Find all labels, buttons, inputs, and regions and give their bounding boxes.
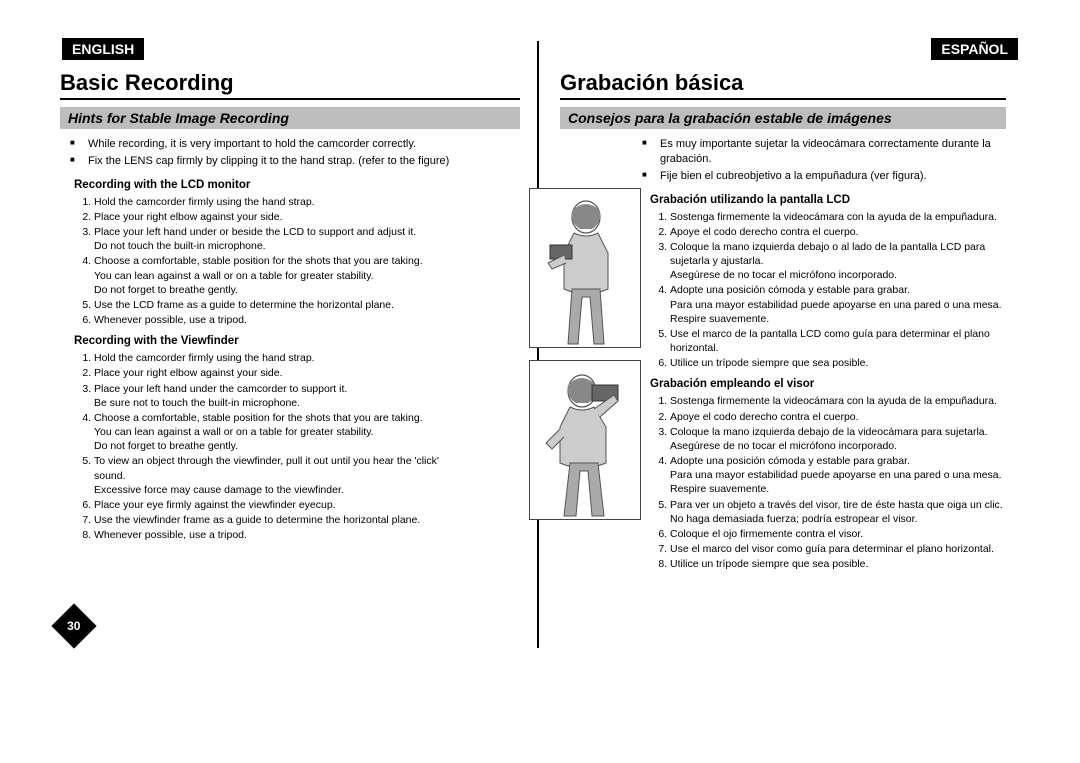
step-item: Coloque la mano izquierda debajo de la v…	[670, 425, 1012, 453]
step-item: Place your left hand under or beside the…	[94, 225, 450, 253]
bullet-item: Es muy importante sujetar la videocámara…	[660, 137, 1016, 167]
column-english: ENGLISH Basic Recording Hints for Stable…	[60, 38, 540, 718]
lang-badge-en: ENGLISH	[62, 38, 144, 60]
section-head-vf-en: Recording with the Viewfinder	[74, 335, 534, 347]
bullet-item: Fije bien el cubreobjetivo a la empuñadu…	[660, 169, 1016, 184]
step-item: Coloque el ojo firmemente contra el viso…	[670, 527, 1012, 541]
step-item: Adopte una posición cómoda y estable par…	[670, 454, 1012, 497]
bullet-item: Fix the LENS cap firmly by clipping it t…	[88, 154, 530, 169]
step-item: Sostenga firmemente la videocámara con l…	[670, 394, 1012, 408]
step-item: Hold the camcorder firmly using the hand…	[94, 195, 450, 209]
step-item: Choose a comfortable, stable position fo…	[94, 254, 450, 297]
step-item: Whenever possible, use a tripod.	[94, 528, 464, 542]
step-item: Use the LCD frame as a guide to determin…	[94, 298, 450, 312]
manual-page: ENGLISH Basic Recording Hints for Stable…	[60, 38, 1020, 718]
bullet-item: While recording, it is very important to…	[88, 137, 530, 152]
step-item: Utilice un trípode siempre que sea posib…	[670, 356, 1012, 370]
step-item: Utilice un trípode siempre que sea posib…	[670, 557, 1012, 571]
step-item: Place your left hand under the camcorder…	[94, 382, 464, 410]
bullets-es: Es muy importante sujetar la videocámara…	[660, 137, 1016, 184]
lang-badge-es: ESPAÑOL	[931, 38, 1018, 60]
step-item: Whenever possible, use a tripod.	[94, 313, 450, 327]
step-item: Place your right elbow against your side…	[94, 210, 450, 224]
page-number: 30	[67, 619, 80, 633]
step-item: Apoye el codo derecho contra el cuerpo.	[670, 410, 1012, 424]
page-number-badge: 30	[51, 603, 96, 648]
illustration-lcd-recording	[529, 188, 641, 348]
step-item: Use el marco de la pantalla LCD como guí…	[670, 327, 1012, 355]
step-item: Para ver un objeto a través del visor, t…	[670, 498, 1012, 526]
subtitle-en: Hints for Stable Image Recording	[60, 107, 520, 129]
illustration-viewfinder-recording	[529, 360, 641, 520]
section-head-vf-es: Grabación empleando el visor	[650, 378, 1020, 390]
section-head-lcd-en: Recording with the LCD monitor	[74, 179, 534, 191]
step-item: Choose a comfortable, stable position fo…	[94, 411, 464, 454]
step-item: Use el marco del visor como guía para de…	[670, 542, 1012, 556]
steps-vf-es: Sostenga firmemente la videocámara con l…	[670, 394, 1012, 571]
illustration-strip	[525, 188, 645, 532]
bullets-en: While recording, it is very important to…	[88, 137, 530, 169]
step-item: Coloque la mano izquierda debajo o al la…	[670, 240, 1012, 283]
step-item: Place your right elbow against your side…	[94, 366, 464, 380]
title-en: Basic Recording	[60, 70, 520, 100]
title-es: Grabación básica	[560, 70, 1006, 100]
step-item: Place your eye firmly against the viewfi…	[94, 498, 464, 512]
step-item: To view an object through the viewfinder…	[94, 454, 464, 497]
steps-lcd-en: Hold the camcorder firmly using the hand…	[94, 195, 450, 328]
subtitle-es: Consejos para la grabación estable de im…	[560, 107, 1006, 129]
steps-lcd-es: Sostenga firmemente la videocámara con l…	[670, 210, 1012, 371]
step-item: Sostenga firmemente la videocámara con l…	[670, 210, 1012, 224]
step-item: Hold the camcorder firmly using the hand…	[94, 351, 464, 365]
steps-vf-en: Hold the camcorder firmly using the hand…	[94, 351, 464, 542]
section-head-lcd-es: Grabación utilizando la pantalla LCD	[650, 194, 1020, 206]
step-item: Apoye el codo derecho contra el cuerpo.	[670, 225, 1012, 239]
step-item: Use the viewfinder frame as a guide to d…	[94, 513, 464, 527]
step-item: Adopte una posición cómoda y estable par…	[670, 283, 1012, 326]
